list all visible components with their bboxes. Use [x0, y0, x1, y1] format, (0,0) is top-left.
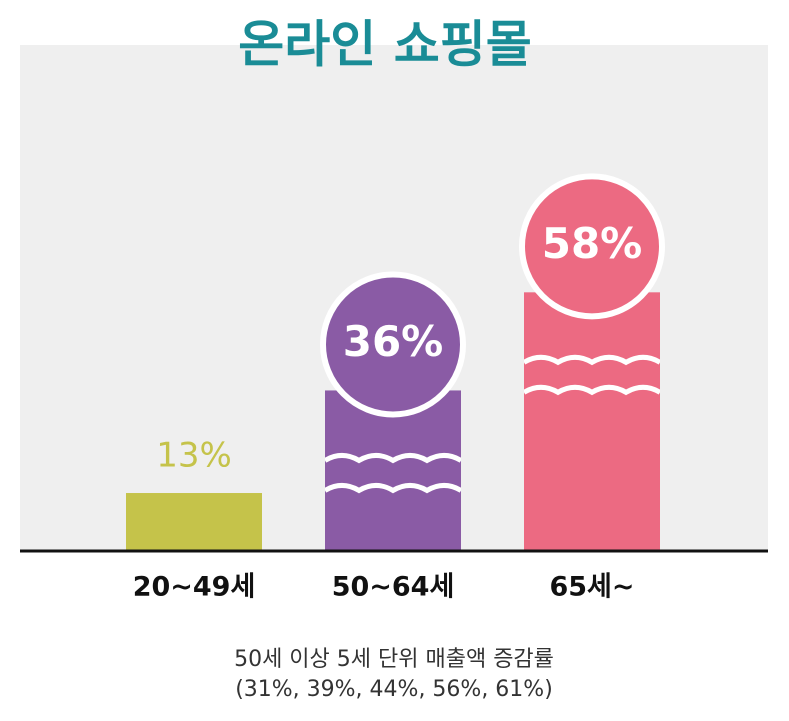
- wave: [524, 354, 660, 366]
- chart-title: 온라인 쇼핑몰: [238, 16, 531, 74]
- x-tick-label: 65세~: [549, 572, 634, 603]
- wave: [325, 482, 461, 494]
- value-label: 58%: [542, 219, 643, 268]
- wave: [524, 384, 660, 396]
- caption: (31%, 39%, 44%, 56%, 61%): [235, 677, 553, 702]
- x-tick-label: 20~49세: [133, 572, 256, 603]
- value-label: 36%: [343, 317, 444, 366]
- x-tick-label: 50~64세: [332, 572, 455, 603]
- bar: [524, 292, 660, 551]
- badge: [519, 173, 665, 320]
- value-label: 13%: [156, 436, 232, 476]
- bar: [126, 493, 262, 551]
- badge: [320, 271, 466, 418]
- caption: 50세 이상 5세 단위 매출액 증감률: [234, 647, 554, 672]
- wave: [325, 452, 461, 464]
